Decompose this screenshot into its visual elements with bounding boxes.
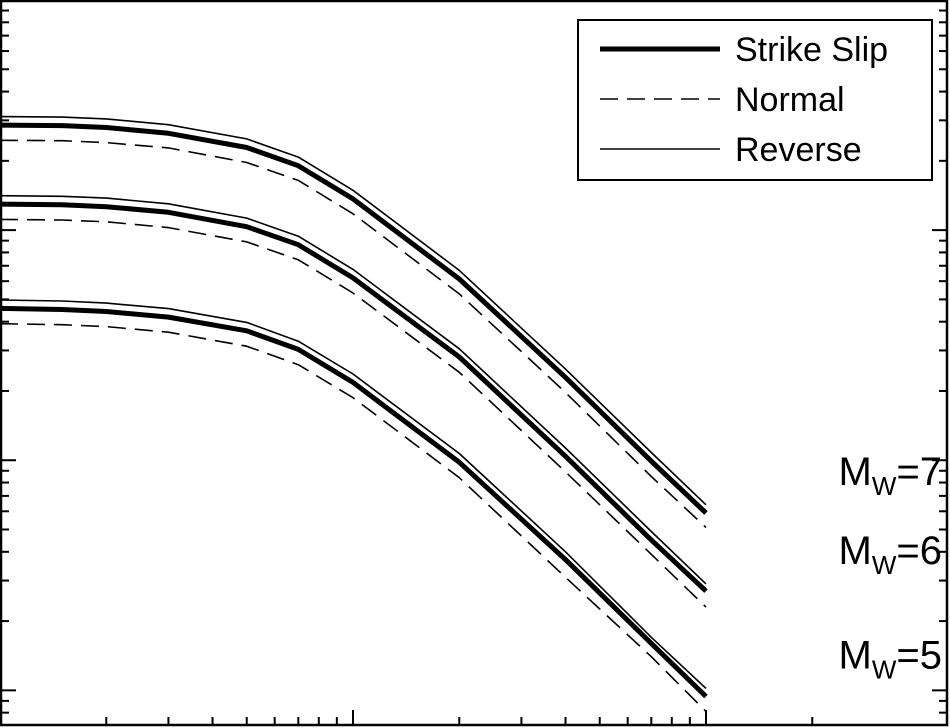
series-line-normal-group-2 [0, 218, 707, 608]
magnitude-label-1: MW=7 [839, 450, 942, 501]
magnitude-label-2: MW=6 [839, 529, 942, 580]
series-line-normal-group-1 [0, 139, 707, 529]
series-line-reverse-group-1 [0, 115, 707, 506]
series-line-strike-slip-group-2 [0, 201, 708, 593]
series-line-reverse-group-3 [0, 299, 707, 689]
series-line-normal-group-3 [0, 322, 707, 712]
series-line-strike-slip-group-3 [0, 305, 708, 699]
legend: Strike Slip Normal Reverse [577, 19, 933, 181]
legend-label-normal: Normal [735, 81, 845, 119]
legend-label-reverse: Reverse [735, 131, 862, 169]
series-line-reverse-group-2 [0, 194, 707, 585]
magnitude-label-3: MW=5 [839, 633, 942, 684]
curve-layer [0, 115, 708, 712]
legend-label-strike-slip: Strike Slip [735, 31, 888, 69]
series-line-strike-slip-group-1 [0, 122, 708, 515]
magnitude-labels: MW=7 MW=6 MW=5 [839, 450, 942, 685]
